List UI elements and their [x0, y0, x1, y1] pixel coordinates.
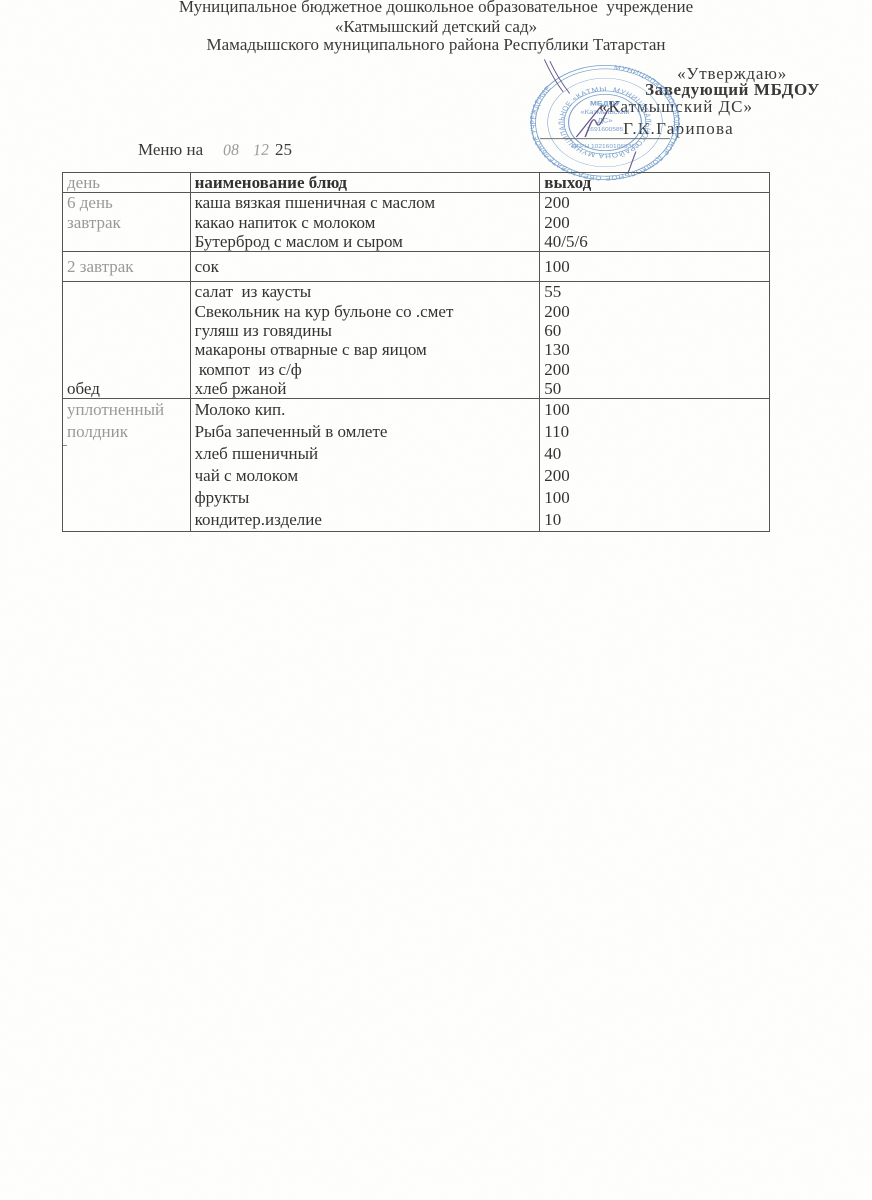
svg-text:1691600585: 1691600585 — [587, 128, 625, 133]
svg-text:МБДОУ: МБДОУ — [590, 99, 620, 107]
svg-text:ОГРН 1021601069369: ОГРН 1021601069369 — [571, 145, 639, 150]
